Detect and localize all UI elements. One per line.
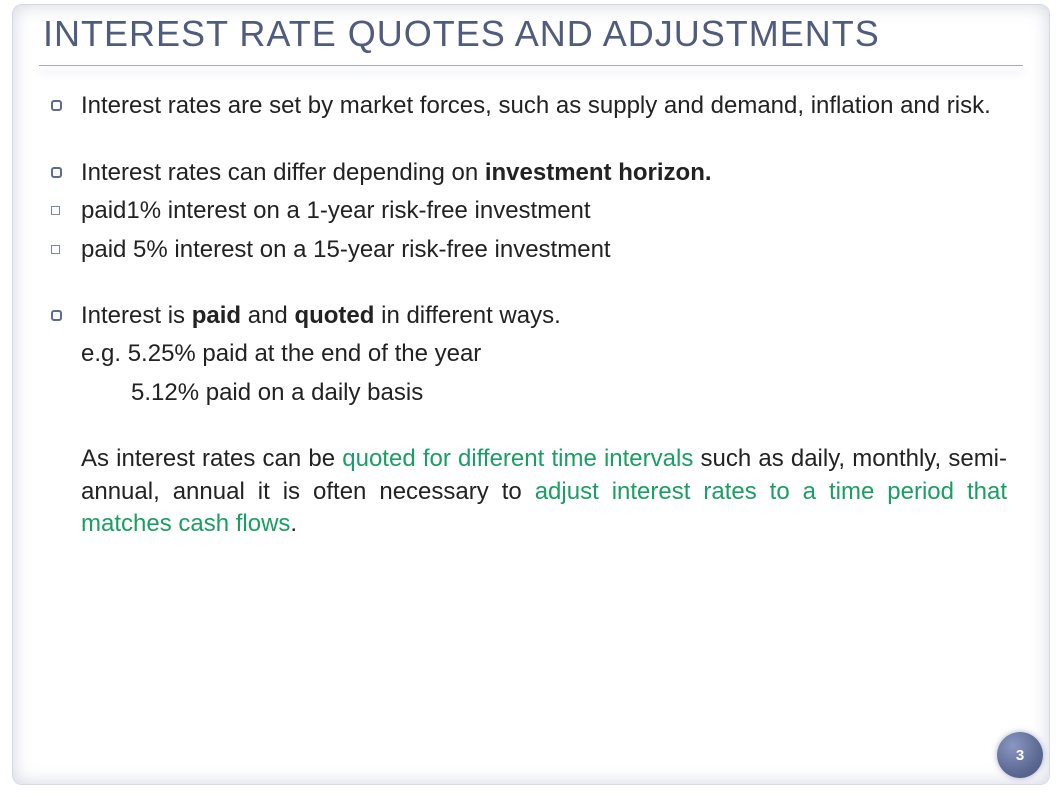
text-run: paid [192, 302, 241, 329]
slide-body: Interest rates are set by market forces,… [39, 88, 1023, 540]
text-run: As interest rates can be [81, 445, 342, 472]
text-run: e.g. 5.25% paid at the end of the year [81, 340, 481, 367]
text-run: investment horizon. [485, 159, 712, 186]
bullet-ring-icon [51, 310, 62, 321]
bullet-ring-icon [51, 100, 62, 111]
slide-frame: INTEREST RATE QUOTES AND ADJUSTMENTS Int… [12, 4, 1050, 785]
text-run: paid1% interest on a 1-year risk-free in… [81, 197, 591, 224]
bullet-item: paid1% interest on a 1-year risk-free in… [81, 195, 1007, 227]
bullet-item: paid 5% interest on a 15-year risk-free … [81, 234, 1007, 266]
bullet-box-icon [51, 245, 60, 254]
bullet-ring-icon [51, 167, 62, 178]
text-run: paid 5% interest on a 15-year risk-free … [81, 236, 611, 263]
text-run: 5.12% paid on a daily basis [131, 379, 423, 406]
page-number-badge: 3 [997, 732, 1043, 778]
text-run: quoted [294, 302, 374, 329]
text-run: in different ways. [374, 302, 560, 329]
spacer [81, 415, 1007, 443]
text-run: Interest rates are set by market forces,… [81, 92, 991, 119]
bullet-item: Interest rates are set by market forces,… [81, 90, 1007, 122]
body-line: 5.12% paid on a daily basis [81, 377, 1007, 409]
slide-title: INTEREST RATE QUOTES AND ADJUSTMENTS [39, 13, 1023, 65]
body-line: e.g. 5.25% paid at the end of the year [81, 338, 1007, 370]
bullet-box-icon [51, 206, 60, 215]
bullet-item: Interest rates can differ depending on i… [81, 157, 1007, 189]
text-run: Interest rates can differ depending on [81, 159, 485, 186]
spacer [81, 272, 1007, 300]
text-run: . [290, 510, 297, 537]
text-run: and [241, 302, 294, 329]
text-run: Interest is [81, 302, 192, 329]
body-line: As interest rates can be quoted for diff… [81, 443, 1007, 540]
title-underline [39, 65, 1023, 66]
text-run: quoted for different time intervals [342, 445, 693, 472]
spacer [81, 129, 1007, 157]
bullet-item: Interest is paid and quoted in different… [81, 300, 1007, 332]
